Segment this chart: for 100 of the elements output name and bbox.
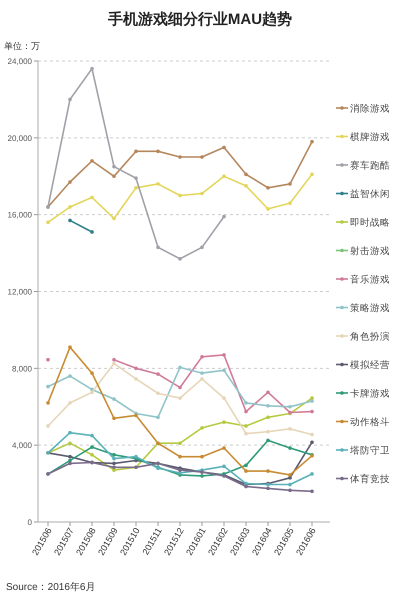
point bbox=[46, 220, 50, 224]
point bbox=[90, 196, 94, 200]
point bbox=[222, 446, 226, 450]
legend-label: 策略游戏 bbox=[350, 302, 390, 314]
point bbox=[46, 384, 50, 388]
point bbox=[288, 427, 292, 431]
point bbox=[266, 207, 270, 211]
point bbox=[200, 377, 204, 381]
point bbox=[310, 410, 314, 414]
point bbox=[266, 186, 270, 190]
point bbox=[68, 430, 72, 434]
point bbox=[266, 469, 270, 473]
point bbox=[244, 410, 248, 414]
legend-label: 塔防守卫 bbox=[349, 444, 390, 456]
point bbox=[310, 399, 314, 403]
legend-label: 动作格斗 bbox=[350, 416, 390, 428]
point bbox=[68, 180, 72, 184]
point bbox=[200, 355, 204, 359]
point bbox=[222, 353, 226, 357]
y-tick-label: 12,000 bbox=[8, 288, 33, 296]
line-series bbox=[46, 66, 226, 261]
point bbox=[222, 174, 226, 178]
point bbox=[178, 155, 182, 159]
point bbox=[288, 482, 292, 486]
point bbox=[156, 372, 160, 376]
point bbox=[310, 440, 314, 444]
legend-label: 模拟经营 bbox=[350, 359, 390, 371]
point bbox=[266, 430, 270, 434]
point bbox=[178, 441, 182, 446]
point bbox=[310, 140, 314, 144]
point bbox=[112, 465, 116, 470]
y-tick-label: 24,000 bbox=[8, 57, 33, 66]
point bbox=[244, 424, 248, 428]
point bbox=[200, 454, 204, 458]
line-series bbox=[46, 172, 314, 224]
point bbox=[244, 464, 248, 468]
legend-label: 体育竞技 bbox=[350, 473, 390, 485]
point bbox=[156, 149, 160, 154]
y-tick-label: 20,000 bbox=[8, 134, 33, 143]
point bbox=[68, 441, 72, 446]
point bbox=[112, 452, 116, 457]
y-tick-label: 4,000 bbox=[12, 441, 33, 450]
point bbox=[222, 396, 226, 400]
point bbox=[156, 392, 160, 396]
point bbox=[112, 358, 116, 362]
point bbox=[68, 345, 72, 350]
point bbox=[222, 214, 226, 218]
point bbox=[288, 201, 292, 205]
point bbox=[244, 401, 248, 405]
point bbox=[112, 462, 116, 466]
point bbox=[222, 420, 226, 424]
point bbox=[244, 172, 248, 176]
point bbox=[156, 182, 160, 186]
point bbox=[310, 432, 314, 436]
point bbox=[68, 98, 72, 102]
y-tick-label: 16,000 bbox=[8, 210, 33, 220]
point bbox=[46, 358, 50, 362]
point bbox=[134, 377, 138, 381]
point bbox=[200, 192, 204, 196]
legend-label: 益智休闲 bbox=[350, 188, 390, 200]
chart-title: 手机游戏细分行业MAU趋势 bbox=[106, 11, 292, 28]
point bbox=[244, 432, 248, 436]
point bbox=[134, 176, 138, 180]
point bbox=[178, 396, 182, 400]
point bbox=[288, 488, 292, 492]
legend-label: 角色扮演 bbox=[350, 330, 390, 342]
point bbox=[156, 246, 160, 250]
point bbox=[90, 390, 94, 394]
point bbox=[134, 149, 138, 154]
point bbox=[266, 390, 270, 394]
point bbox=[68, 205, 72, 209]
point bbox=[178, 386, 182, 390]
point bbox=[222, 368, 226, 372]
point bbox=[200, 474, 204, 478]
point bbox=[200, 155, 204, 159]
point bbox=[244, 469, 248, 473]
point bbox=[288, 404, 292, 409]
point bbox=[112, 216, 116, 220]
point bbox=[68, 218, 72, 222]
point bbox=[68, 454, 72, 458]
point bbox=[310, 396, 314, 400]
point bbox=[112, 362, 116, 366]
source-note: Source：2016年6月 bbox=[6, 581, 96, 593]
point bbox=[310, 172, 314, 176]
point bbox=[112, 456, 116, 460]
point bbox=[310, 489, 314, 494]
point bbox=[134, 366, 138, 370]
point bbox=[200, 246, 204, 250]
y-axis-title: 单位：万 bbox=[4, 41, 40, 51]
legend-label: 音乐游戏 bbox=[350, 274, 390, 286]
legend-label: 赛车跑酷 bbox=[350, 160, 390, 172]
point bbox=[90, 159, 94, 163]
legend-label: 卡牌游戏 bbox=[350, 388, 390, 400]
point bbox=[244, 184, 248, 188]
point bbox=[90, 371, 94, 375]
point bbox=[90, 66, 94, 70]
point bbox=[68, 462, 72, 466]
point bbox=[134, 186, 138, 190]
point bbox=[222, 464, 226, 468]
y-tick-label: 0 bbox=[28, 518, 33, 527]
